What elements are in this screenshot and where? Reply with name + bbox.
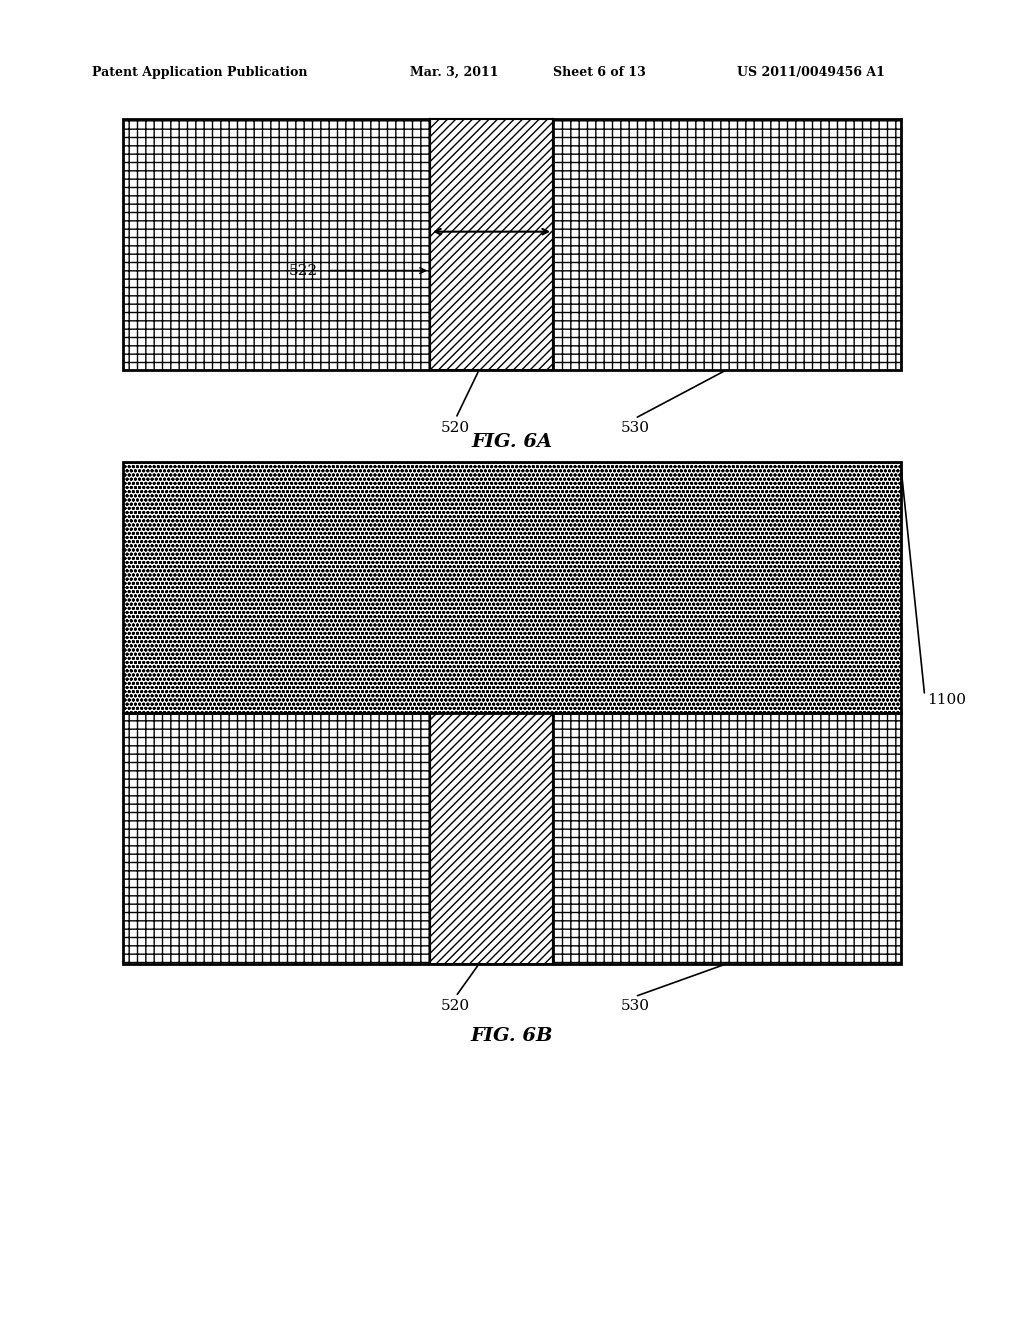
Text: 522: 522 xyxy=(289,264,317,277)
Text: FIG. 6A: FIG. 6A xyxy=(471,433,553,451)
Bar xyxy=(123,462,901,713)
Text: Mar. 3, 2011: Mar. 3, 2011 xyxy=(410,66,498,79)
Text: FIG. 6B: FIG. 6B xyxy=(471,1027,553,1045)
Bar xyxy=(123,119,901,370)
Text: 530: 530 xyxy=(621,999,649,1014)
Text: 530: 530 xyxy=(621,421,649,436)
Bar xyxy=(430,713,553,964)
Bar xyxy=(430,119,553,370)
Text: Patent Application Publication: Patent Application Publication xyxy=(92,66,307,79)
Bar xyxy=(123,713,901,964)
Text: 520: 520 xyxy=(441,421,470,436)
Text: 520: 520 xyxy=(441,999,470,1014)
Text: 1100: 1100 xyxy=(927,693,966,706)
Text: Sheet 6 of 13: Sheet 6 of 13 xyxy=(553,66,646,79)
Text: US 2011/0049456 A1: US 2011/0049456 A1 xyxy=(737,66,885,79)
